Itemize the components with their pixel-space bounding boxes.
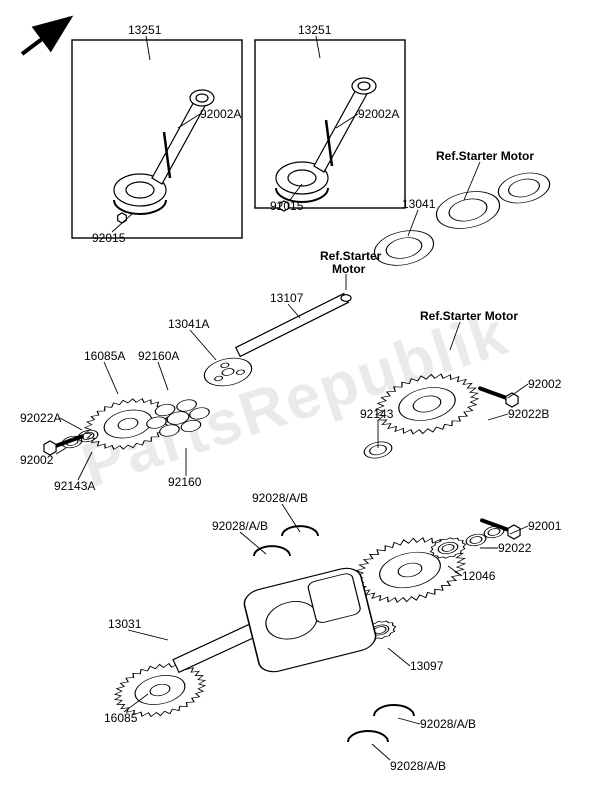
part-number-label: 13041	[402, 198, 435, 210]
part-number-label: 92143	[360, 408, 393, 420]
part-number-label: 92028/A/B	[420, 718, 476, 730]
part-number-label: 92001	[528, 520, 561, 532]
part-number-label: 92028/A/B	[212, 520, 268, 532]
part-number-label: 92028/A/B	[252, 492, 308, 504]
part-number-label: 92015	[270, 200, 303, 212]
reference-label: Ref.Starter Motor	[420, 310, 518, 322]
part-number-label: 92028/A/B	[390, 760, 446, 772]
part-number-label: 12046	[462, 570, 495, 582]
part-number-label: 92022A	[20, 412, 61, 424]
reference-label: Motor	[332, 263, 365, 275]
reference-label: Ref.Starter Motor	[436, 150, 534, 162]
part-number-label: 13031	[108, 618, 141, 630]
exploded-diagram	[0, 0, 589, 799]
part-number-label: 16085	[104, 712, 137, 724]
part-number-label: 92022B	[508, 408, 549, 420]
part-number-label: 92160	[168, 476, 201, 488]
part-number-label: 13251	[298, 24, 331, 36]
part-number-label: 13097	[410, 660, 443, 672]
part-number-label: 92022	[498, 542, 531, 554]
part-number-label: 92002A	[358, 108, 399, 120]
part-number-label: 13107	[270, 292, 303, 304]
part-number-label: 92143A	[54, 480, 95, 492]
part-number-label: 13251	[128, 24, 161, 36]
part-number-label: 16085A	[84, 350, 125, 362]
reference-label: Ref.Starter	[320, 250, 381, 262]
part-number-label: 13041A	[168, 318, 209, 330]
part-number-label: 92015	[92, 232, 125, 244]
part-number-label: 92002A	[200, 108, 241, 120]
part-number-label: 92160A	[138, 350, 179, 362]
part-number-label: 92002	[20, 454, 53, 466]
part-number-label: 92002	[528, 378, 561, 390]
